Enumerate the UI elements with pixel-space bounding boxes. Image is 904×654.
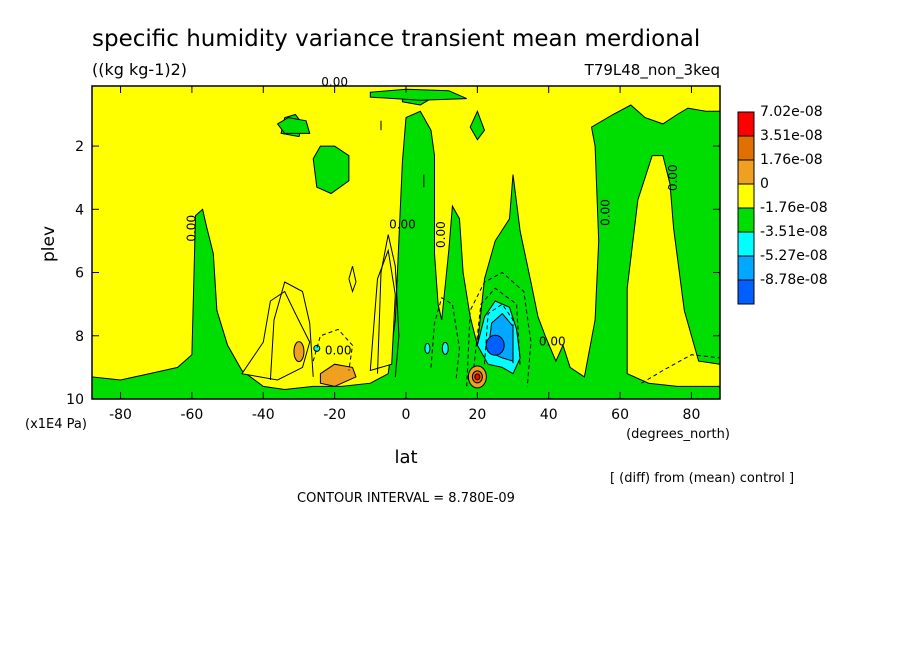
x-tick-label: 20 xyxy=(468,407,486,423)
y-tick-label: 2 xyxy=(75,139,84,155)
contour-label: 0.00 xyxy=(325,344,352,358)
legend-label: 7.02e-08 xyxy=(760,104,823,120)
axis-ticks: -80 -60 -40 -20 0 20 40 60 80 2 4 6 8 10 xyxy=(66,86,720,423)
legend-label: -3.51e-08 xyxy=(760,224,828,240)
legend-label: -1.76e-08 xyxy=(760,200,828,216)
contour-line-d5 xyxy=(312,328,354,371)
contour-label: 0.00 xyxy=(666,164,680,191)
contour-line-d4 xyxy=(484,303,514,365)
contour-line-d3 xyxy=(473,287,521,368)
x-tick-label: -80 xyxy=(109,407,132,423)
legend-label: 3.51e-08 xyxy=(760,128,823,144)
legend-swatch xyxy=(737,207,755,233)
fill-patch-top-e xyxy=(276,117,311,134)
fill-orange-west xyxy=(293,341,305,363)
chart-title: specific humidity variance transient mea… xyxy=(92,26,700,52)
x-tick-label: 0 xyxy=(402,407,411,423)
y-axis-units: (x1E4 Pa) xyxy=(25,417,87,432)
contour-label: 0.00 xyxy=(539,334,566,348)
contour-line-w2 xyxy=(377,234,400,377)
contour-line-d1 xyxy=(430,297,461,381)
x-tick-label: -40 xyxy=(252,407,275,423)
x-tick-label: 80 xyxy=(683,407,701,423)
legend-swatch xyxy=(737,255,755,281)
legend-label: 0 xyxy=(760,176,769,192)
chart-units: ((kg kg-1)2) xyxy=(92,60,187,79)
contour-line-d6 xyxy=(641,354,721,384)
y-tick-label: 4 xyxy=(75,202,84,218)
fill-band-main xyxy=(91,104,721,400)
y-tick-label: 6 xyxy=(75,266,84,282)
color-legend: 7.02e-08 3.51e-08 1.76e-08 0 -1.76e-08 -3.51e… xyxy=(737,104,828,305)
fill-cyan-small-c xyxy=(441,341,449,355)
x-tick-label: 40 xyxy=(540,407,558,423)
run-label: T79L48_non_3keq xyxy=(584,61,720,80)
x-tick-label: -60 xyxy=(180,407,203,423)
contour-label: 0.00 xyxy=(184,215,198,242)
legend-swatch xyxy=(737,183,755,209)
legend-swatch xyxy=(737,159,755,185)
contour-lines xyxy=(269,120,721,387)
fill-cyan-small-a xyxy=(313,344,321,352)
contour-line-d2 xyxy=(466,271,532,387)
y-tick-label: 10 xyxy=(66,392,84,408)
fill-blue-core xyxy=(485,334,505,356)
plot-area: 0.000.000.00 0.000.000.000.000.00 -80 -60-… xyxy=(66,75,721,423)
x-axis-label: lat xyxy=(394,447,417,468)
x-tick-label: 60 xyxy=(611,407,629,423)
legend-swatch xyxy=(737,279,755,305)
contour-label: 0.00 xyxy=(389,217,416,231)
legend-label: -8.78e-08 xyxy=(760,272,828,288)
fill-island-b xyxy=(369,248,396,372)
legend-label: -5.27e-08 xyxy=(760,248,828,264)
fill-island-c xyxy=(626,155,721,387)
footer-note: [ (diff) from (mean) control ] xyxy=(610,471,794,486)
contour-fills xyxy=(91,88,721,400)
contour-label: 0.00 xyxy=(598,199,612,226)
x-axis-units: (degrees_north) xyxy=(626,427,730,442)
contour-interval: CONTOUR INTERVAL = 8.780E-09 xyxy=(297,491,515,506)
legend-swatch xyxy=(737,111,755,137)
x-tick-label: -20 xyxy=(323,407,346,423)
fill-island-a xyxy=(241,290,311,381)
y-axis-label: plev xyxy=(39,226,59,262)
fill-orange-south xyxy=(319,363,357,387)
contour-labels: 0.000.000.00 0.000.000.000.000.00 xyxy=(184,75,680,358)
fill-cyan-small-b xyxy=(424,342,431,354)
contour-line-w1 xyxy=(269,281,314,381)
fill-patch-top-b xyxy=(312,145,350,195)
legend-swatch xyxy=(737,135,755,161)
contour-label: 0.00 xyxy=(434,221,448,248)
legend-label: 1.76e-08 xyxy=(760,152,823,168)
fill-patch-top-d xyxy=(469,109,486,141)
contour-line-loop xyxy=(348,266,357,294)
y-tick-label: 8 xyxy=(75,329,84,345)
legend-swatch xyxy=(737,231,755,257)
fill-red-peak xyxy=(474,373,481,381)
